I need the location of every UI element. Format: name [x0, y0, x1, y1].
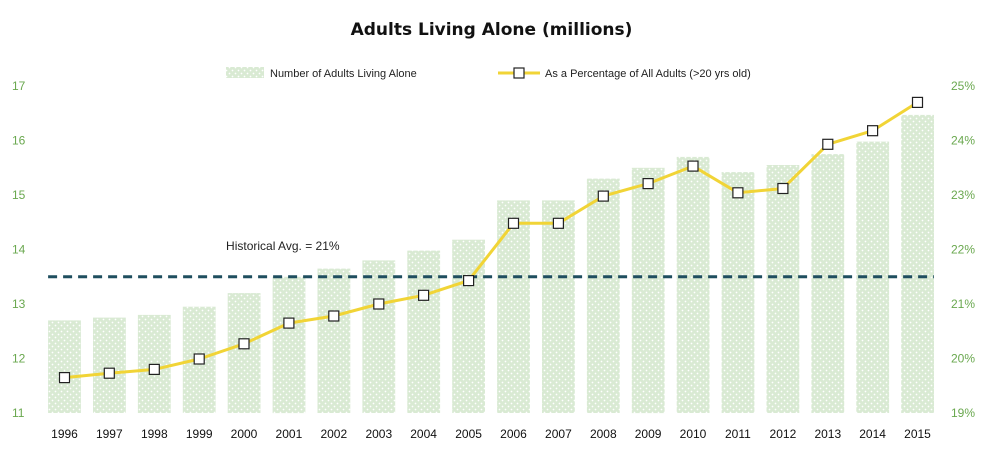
marker-2009	[642, 178, 654, 190]
y-right-tick-21: 21%	[951, 297, 975, 311]
marker-2012	[777, 182, 789, 195]
bars-group	[48, 114, 934, 414]
marker-1996	[58, 372, 71, 384]
bar-2009	[631, 167, 665, 414]
marker-2010	[687, 160, 699, 172]
bar-2000	[227, 293, 261, 413]
y-right-tick-25: 25%	[951, 79, 975, 93]
marker-2007	[552, 217, 565, 229]
legend-marker-swatch	[513, 67, 525, 79]
axes-group: 11 12 13 14 15 16 17 19% 20% 21% 22% 23% 24% 25% 1996 1…	[12, 79, 975, 441]
x-tick-2003: 2003	[365, 427, 392, 441]
x-tick-2000: 2000	[231, 427, 258, 441]
legend-bar-label: Number of Adults Living Alone	[270, 68, 417, 80]
bar-2007	[542, 200, 575, 413]
marker-2014	[866, 125, 879, 137]
x-tick-2007: 2007	[545, 427, 572, 441]
historical-avg-label: Historical Avg. = 21%	[226, 239, 340, 253]
x-tick-2001: 2001	[276, 427, 303, 441]
x-tick-2014: 2014	[859, 427, 886, 441]
y-right-tick-23: 23%	[951, 188, 975, 202]
y-left-tick-11: 11	[12, 406, 25, 420]
legend-bar-swatch	[226, 67, 264, 78]
x-tick-2010: 2010	[680, 427, 707, 441]
marker-2013	[822, 138, 834, 150]
y-right-tick-19: 19%	[951, 406, 975, 420]
x-tick-2004: 2004	[410, 427, 437, 441]
x-tick-2006: 2006	[500, 427, 527, 441]
y-right-tick-24: 24%	[951, 134, 975, 148]
marker-2015	[911, 96, 924, 109]
bar-2006	[497, 200, 530, 413]
bar-2011	[721, 172, 755, 413]
y-left-tick-12: 12	[12, 352, 26, 366]
x-tick-2011: 2011	[725, 427, 751, 441]
chart-title: Adults Living Alone (millions)	[350, 20, 633, 40]
legend-group: Number of Adults Living Alone As a Percen…	[226, 67, 751, 80]
bar-2013	[811, 154, 845, 413]
marker-2005	[463, 275, 475, 287]
bar-1997	[93, 317, 126, 413]
marker-1997	[103, 367, 115, 379]
bar-2003	[362, 260, 396, 413]
marker-2006	[507, 217, 520, 229]
line-group	[58, 96, 924, 384]
marker-2004	[418, 289, 430, 301]
hline-group: Historical Avg. = 21%	[48, 239, 934, 279]
x-tick-2013: 2013	[814, 427, 841, 441]
bar-1996	[48, 320, 81, 413]
legend-line-label: As a Percentage of All Adults (>20 yrs o…	[545, 68, 751, 80]
y-left-tick-13: 13	[12, 297, 26, 311]
x-tick-2002: 2002	[320, 427, 347, 441]
marker-2011	[732, 187, 744, 199]
x-tick-1997: 1997	[96, 427, 123, 441]
x-tick-2015: 2015	[904, 427, 931, 441]
x-tick-1999: 1999	[186, 427, 213, 441]
marker-2003	[373, 298, 385, 310]
y-left-tick-16: 16	[12, 134, 26, 148]
y-left-tick-17: 17	[12, 79, 26, 93]
bar-2001	[272, 276, 306, 414]
percentage-line	[64, 101, 919, 380]
x-tick-2009: 2009	[635, 427, 662, 441]
marker-2008	[597, 190, 609, 202]
bar-2008	[586, 178, 620, 413]
bar-2010	[676, 156, 710, 413]
marker-1999	[193, 353, 205, 365]
bar-2015	[901, 114, 934, 414]
x-tick-2012: 2012	[770, 427, 797, 441]
x-tick-2005: 2005	[455, 427, 482, 441]
marker-2001	[283, 317, 295, 329]
bar-2004	[407, 250, 441, 413]
marker-1998	[148, 363, 160, 375]
y-right-tick-20: 20%	[951, 352, 975, 366]
y-left-tick-14: 14	[12, 243, 26, 257]
x-tick-1998: 1998	[141, 427, 168, 441]
marker-2002	[328, 310, 340, 322]
y-left-tick-15: 15	[12, 188, 26, 202]
bar-2002	[317, 268, 351, 413]
x-tick-1996: 1996	[51, 427, 78, 441]
bar-2012	[766, 165, 800, 413]
x-tick-2008: 2008	[590, 427, 617, 441]
y-right-tick-22: 22%	[951, 243, 975, 257]
marker-2000	[238, 338, 250, 350]
